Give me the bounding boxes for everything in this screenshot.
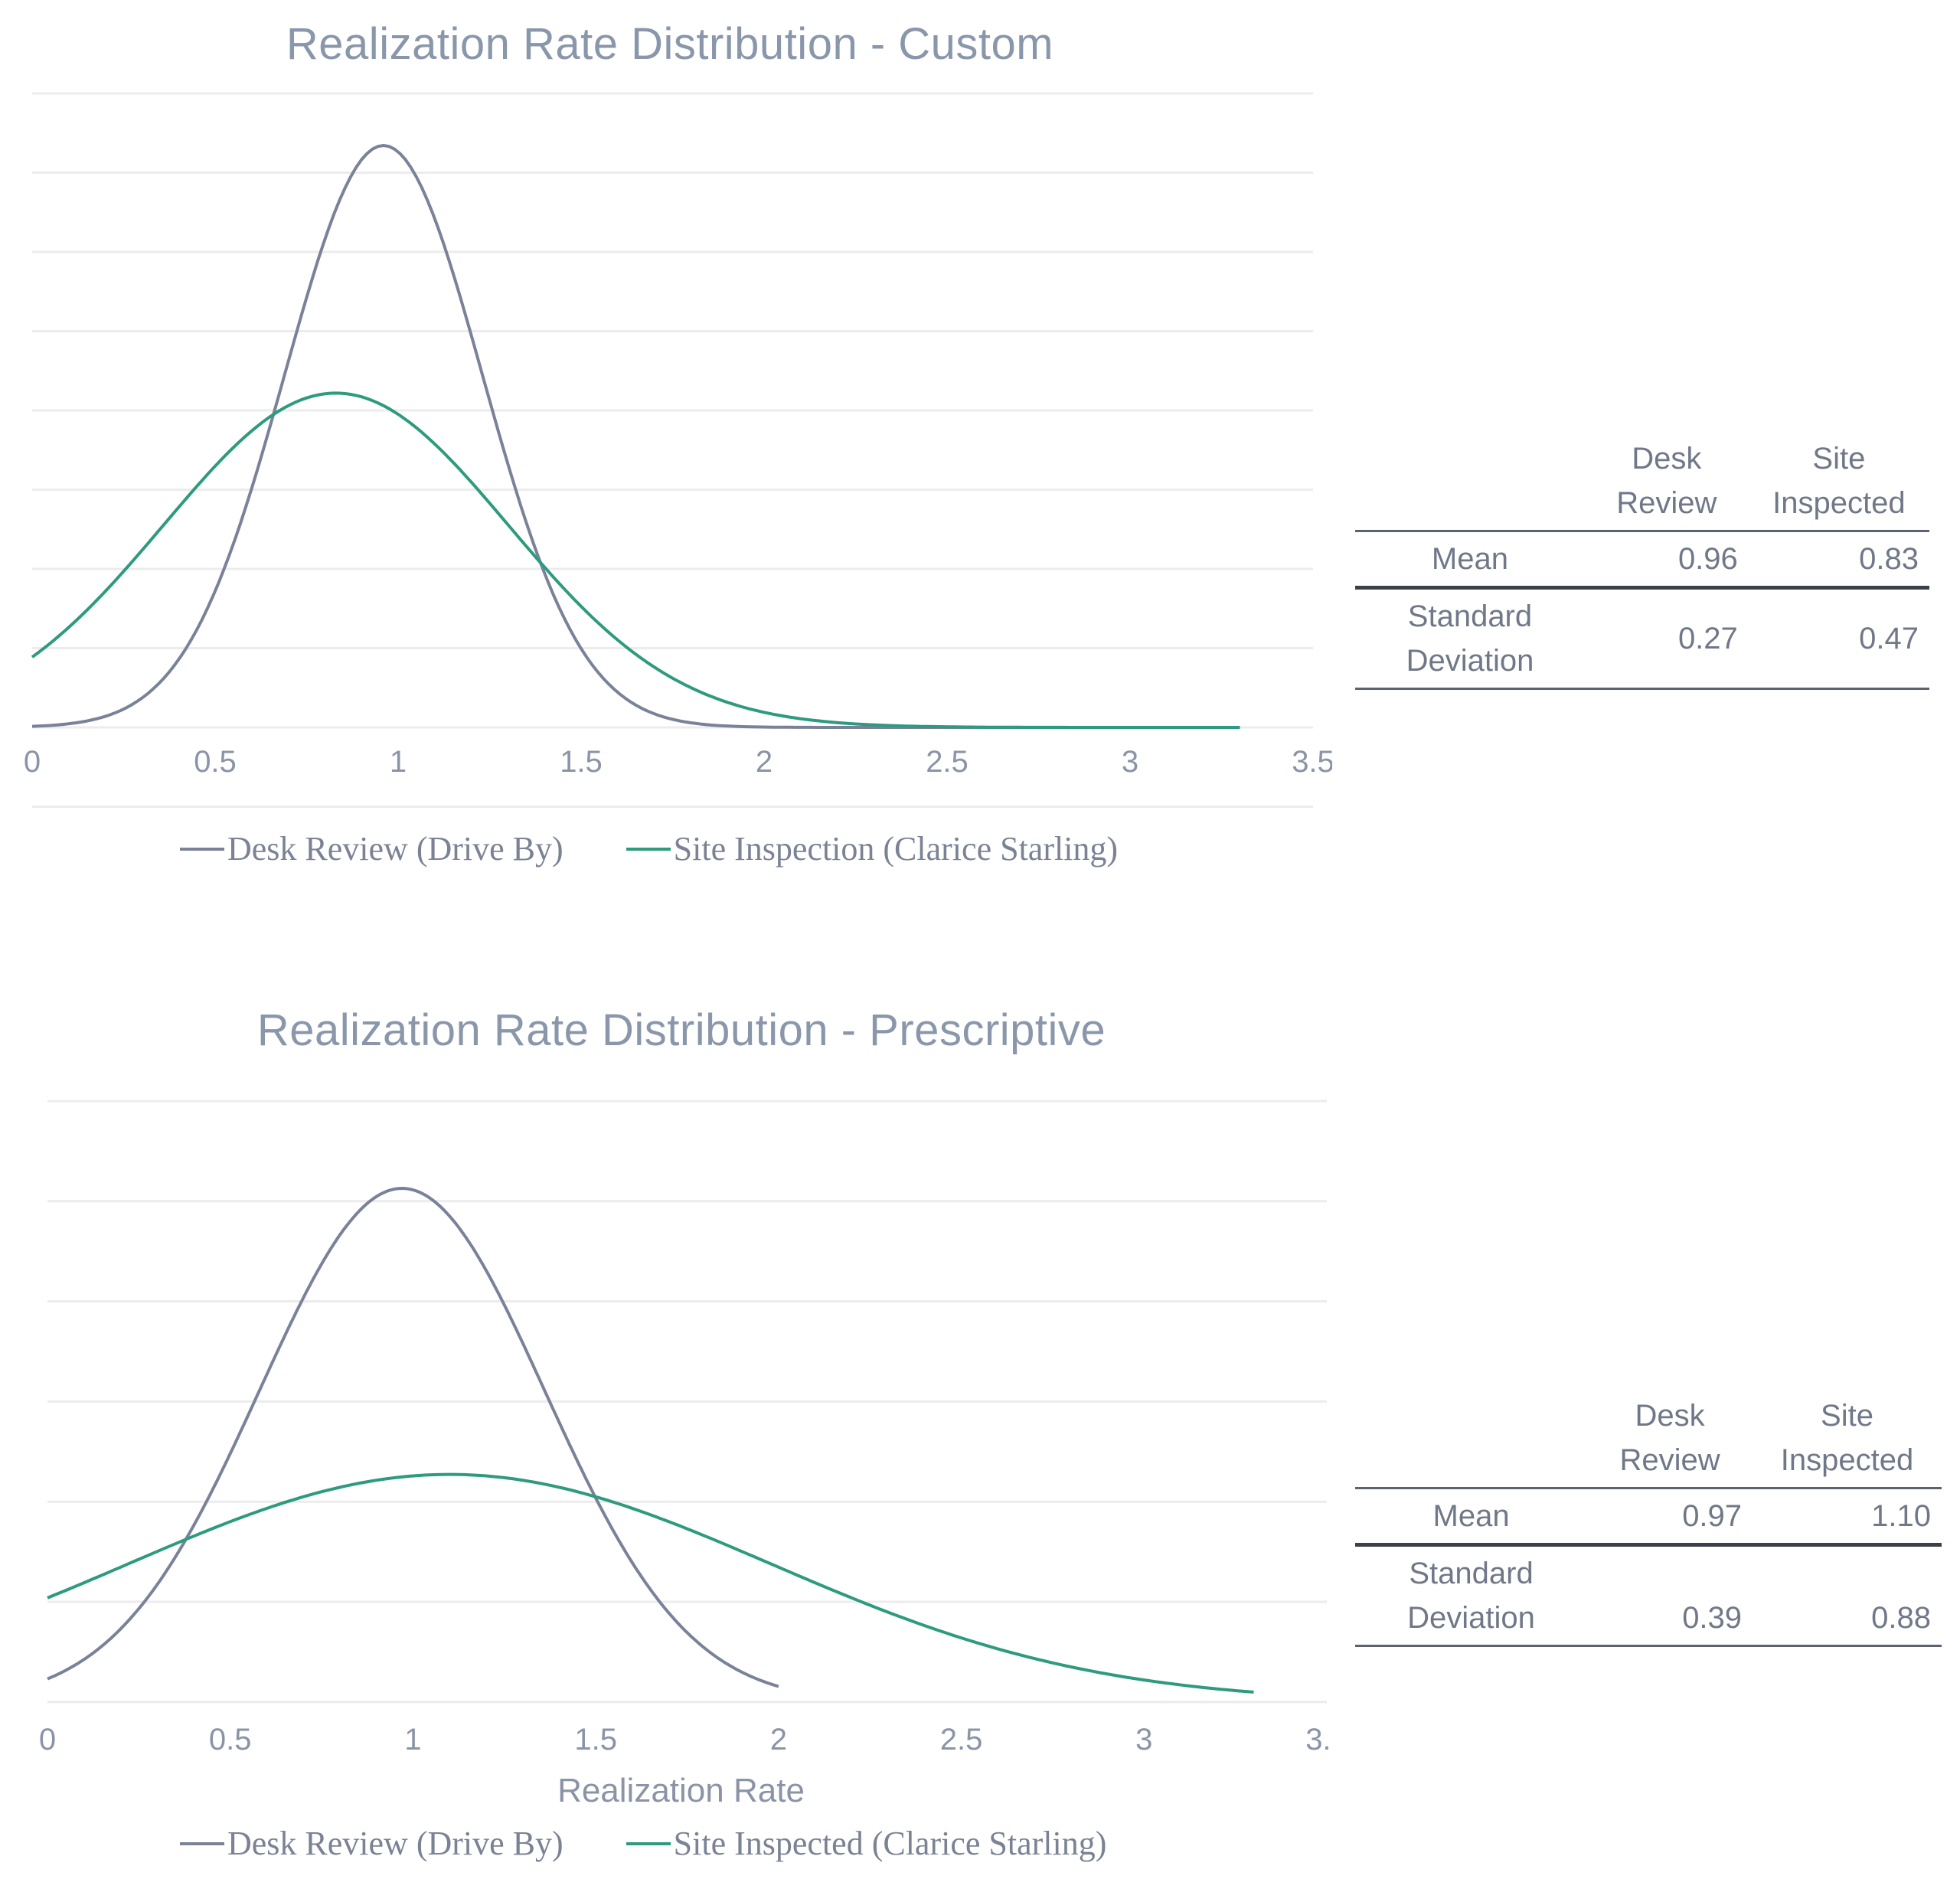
x-tick-label: 3.5 — [1292, 745, 1332, 779]
stats-row-label: Standard Deviation — [1407, 1557, 1535, 1635]
stats-value-desk-mean: 0.97 — [1682, 1499, 1743, 1533]
chart-legend: Desk Review (Drive By) Site Inspection (… — [180, 829, 1181, 868]
stats-row-label: Mean — [1431, 542, 1508, 576]
chart-legend: Desk Review (Drive By) Site Inspected (C… — [180, 1824, 1169, 1863]
x-tick-label: 2.5 — [940, 1723, 983, 1756]
legend-swatch-site — [626, 1841, 671, 1845]
stats-row-sd: Standard Deviation 0.39 0.88 — [1355, 1545, 1942, 1646]
legend-item-desk: Desk Review (Drive By) — [180, 1824, 564, 1863]
x-tick-label: 0 — [39, 1723, 56, 1756]
legend-label-site: Site Inspection (Clarice Starling) — [673, 830, 1119, 868]
stats-value-desk-mean: 0.96 — [1677, 542, 1738, 576]
x-tick-label: 2 — [770, 1723, 787, 1756]
legend-swatch-desk — [180, 1841, 224, 1845]
stats-table-prescriptive: Desk Review Site Inspected Mean 0.97 1.1… — [1355, 1394, 1942, 1647]
chart-plot-custom: 0 0.5 1 1.5 2 2.5 3 3.5 — [24, 92, 1332, 808]
stats-header-desk: Desk Review — [1619, 1399, 1720, 1477]
stats-row-mean: Mean 0.97 1.10 — [1355, 1488, 1942, 1545]
legend-item-site: Site Inspection (Clarice Starling) — [626, 829, 1118, 868]
stats-header-site: Site Inspected — [1772, 442, 1906, 520]
legend-label-desk: Desk Review (Drive By) — [227, 830, 564, 868]
chart-panel-custom: Realization Rate Distribution - Custom 0… — [0, 0, 1332, 888]
stats-value-site-sd: 0.47 — [1859, 622, 1919, 655]
x-tick-label: 3.5 — [1305, 1723, 1332, 1756]
x-tick-label: 3 — [1122, 745, 1138, 779]
stats-header-row: Desk Review Site Inspected — [1355, 1394, 1942, 1488]
stats-row-sd: Standard Deviation 0.27 0.47 — [1355, 588, 1929, 689]
legend-item-desk: Desk Review (Drive By) — [180, 829, 564, 868]
stats-value-site-mean: 0.83 — [1859, 542, 1919, 576]
legend-label-site: Site Inspected (Clarice Starling) — [673, 1825, 1107, 1862]
chart-plot-prescriptive: 0 0.5 1 1.5 2 2.5 3 3.5 Realization Rate — [39, 1100, 1332, 1809]
stats-table-custom: Desk Review Site Inspected Mean 0.96 0.8… — [1355, 436, 1929, 690]
legend-label-desk: Desk Review (Drive By) — [227, 1825, 564, 1862]
stats-value-desk-sd: 0.39 — [1682, 1601, 1743, 1635]
x-tick-label: 1 — [404, 1723, 421, 1756]
stats-value-desk-sd: 0.27 — [1677, 622, 1738, 655]
stats-header-site: Site Inspected — [1780, 1399, 1914, 1477]
series-line-desk-review — [31, 144, 1240, 729]
stats-row-label: Mean — [1432, 1499, 1510, 1533]
x-tick-label: 0 — [24, 745, 41, 779]
chart-title: Realization Rate Distribution - Custom — [286, 19, 1054, 69]
x-tick-label: 1 — [390, 745, 407, 779]
legend-swatch-site — [626, 847, 671, 851]
stats-value-site-sd: 0.88 — [1871, 1601, 1931, 1635]
chart-title: Realization Rate Distribution - Prescrip… — [256, 1005, 1106, 1055]
x-tick-label: 0.5 — [209, 1723, 252, 1756]
x-tick-label: 2.5 — [926, 745, 969, 779]
chart-panel-prescriptive: Realization Rate Distribution - Prescrip… — [0, 988, 1332, 1879]
series-line-site-inspection — [47, 1472, 1254, 1694]
x-axis-title: Realization Rate — [557, 1772, 805, 1809]
series-line-site-inspection — [31, 391, 1240, 729]
legend-item-site: Site Inspected (Clarice Starling) — [626, 1824, 1107, 1863]
x-tick-label: 0.5 — [194, 745, 237, 779]
stats-value-site-mean: 1.10 — [1871, 1499, 1931, 1533]
stats-header-blank — [1355, 1394, 1587, 1488]
stats-header-blank — [1355, 436, 1585, 531]
stats-header-desk: Desk Review — [1616, 442, 1717, 520]
stats-row-mean: Mean 0.96 0.83 — [1355, 531, 1929, 588]
legend-swatch-desk — [180, 847, 224, 851]
x-tick-label: 3 — [1135, 1723, 1152, 1756]
x-tick-label: 1.5 — [574, 1723, 617, 1756]
stats-header-row: Desk Review Site Inspected — [1355, 436, 1929, 531]
x-tick-label: 1.5 — [560, 745, 603, 779]
series-line-desk-review — [47, 1187, 779, 1688]
x-tick-label: 2 — [756, 745, 773, 779]
stats-row-label: Standard Deviation — [1406, 600, 1534, 678]
